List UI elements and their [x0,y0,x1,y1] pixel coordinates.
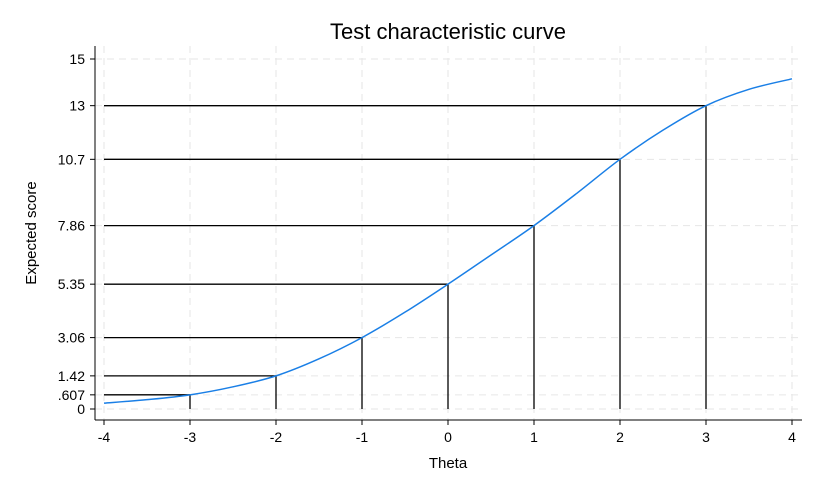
y-axis-label: Expected score [23,181,40,284]
x-tick-label: -1 [356,429,369,445]
x-tick-label: 1 [530,429,538,445]
y-tick-label: 13 [69,98,85,114]
x-tick-label: 0 [444,429,452,445]
x-tick-labels: -4 -3 -2 -1 0 1 2 3 4 [98,429,796,445]
y-tick-label: .607 [58,387,85,403]
y-tick-label: 10.7 [58,151,85,167]
y-tick-label: 3.06 [58,330,85,346]
reference-lines [104,105,707,409]
y-tick-label: 7.86 [58,218,85,234]
x-tick-label: 2 [616,429,624,445]
x-tick-label: 3 [702,429,710,445]
y-tick-labels: 0.607 1.42 3.06 5.35 7.86 10.7 13 15 [58,51,85,417]
x-axis-label: Theta [429,455,468,472]
x-tick-label: 4 [788,429,796,445]
curve-layer [103,78,793,404]
axes [90,46,802,425]
y-tick-label: 1.42 [58,368,85,384]
y-tick-label: 15 [69,51,85,67]
y-tick-label: 0 [77,401,85,417]
chart-title: Test characteristic curve [330,19,566,44]
x-tick-label: -2 [270,429,283,445]
x-tick-label: -4 [98,429,111,445]
y-tick-label: 5.35 [58,276,85,292]
tcc-curve [103,78,793,404]
x-tick-label: -3 [184,429,197,445]
